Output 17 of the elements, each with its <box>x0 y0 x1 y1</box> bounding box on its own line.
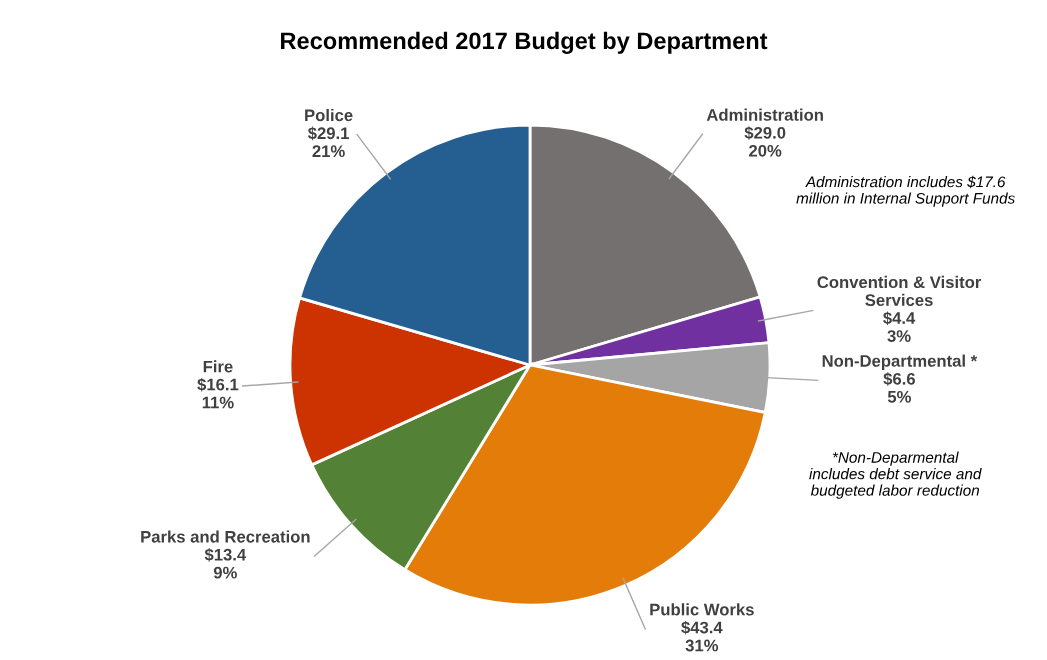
text: *Non-Deparmental includes debt service and budgeted labor reduction <box>809 451 982 499</box>
slice-label: Convention & Visitor Services <box>817 275 982 307</box>
slice-label: Administration <box>706 108 823 121</box>
data-label: $13.4 9% <box>204 548 247 579</box>
data-label: $16.1 11% <box>197 377 239 409</box>
slice-label: Non-Departmental * <box>822 354 978 371</box>
text: Administration includes $17.6 million in Internal Support Funds <box>796 175 1015 207</box>
slice-label: Public Works <box>650 603 754 616</box>
data-label: $29.0 20% <box>744 126 786 157</box>
slice-label: Parks and Recreation <box>141 530 310 543</box>
slice-label: Police <box>305 108 353 122</box>
data-label: $43.4 31% <box>681 620 723 652</box>
data-label: $29.1 21% <box>307 126 349 158</box>
chart-title: Recommended 2017 Budget by Department <box>281 31 768 54</box>
slice-label: Fire <box>203 360 233 373</box>
data-label: $4.4 3% <box>883 311 916 342</box>
data-label: $6.6 5% <box>883 372 915 403</box>
